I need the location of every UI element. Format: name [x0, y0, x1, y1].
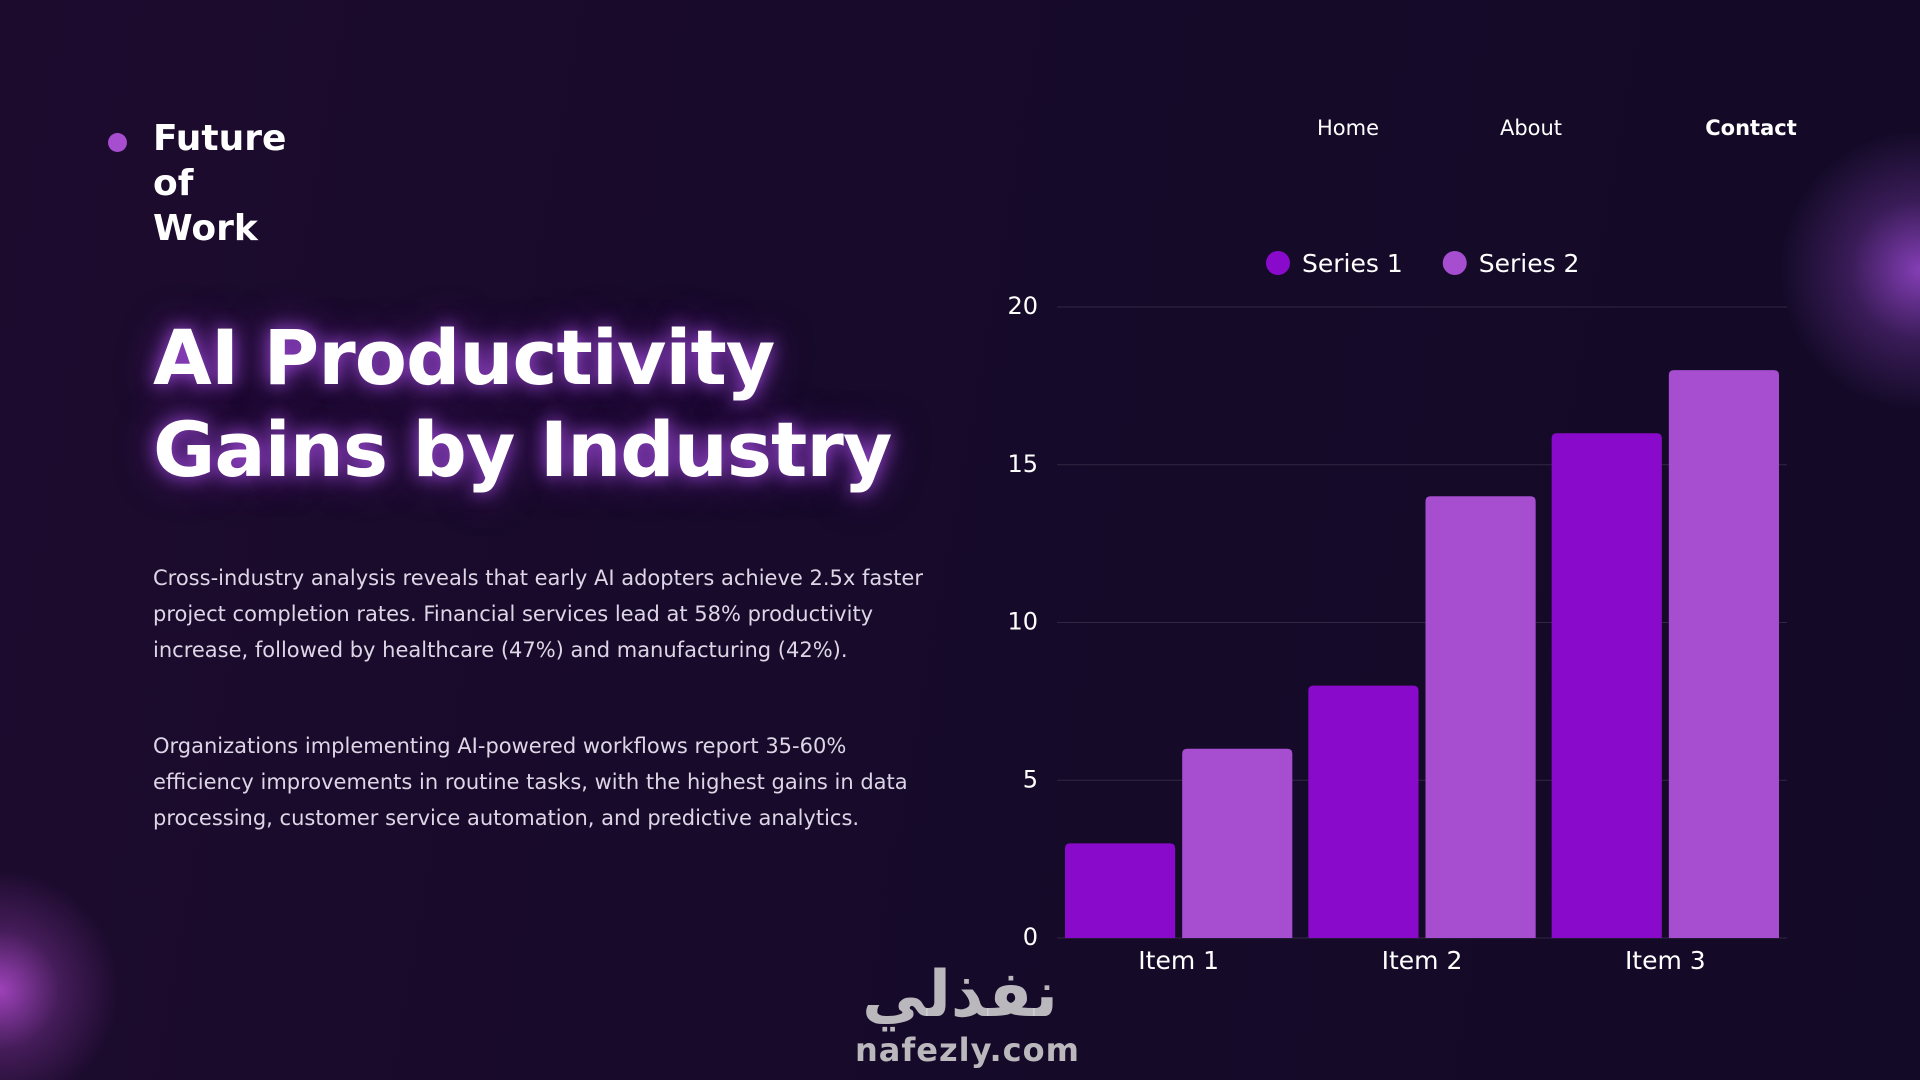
- brand: Future of Work: [153, 118, 287, 249]
- bar: [1551, 433, 1662, 938]
- brand-dot: [108, 133, 127, 152]
- nav-link[interactable]: Home: [1316, 116, 1380, 140]
- watermark: نفذلي nafezly.com: [855, 958, 1080, 1070]
- y-tick-label: 5: [1023, 765, 1038, 793]
- nav-link[interactable]: About: [1499, 116, 1563, 140]
- bar: [1425, 496, 1536, 938]
- watermark-arabic: نفذلي: [862, 958, 1058, 1032]
- y-tick-label: 15: [1007, 450, 1038, 478]
- y-tick-label: 0: [1023, 923, 1038, 951]
- bar: [1065, 843, 1176, 938]
- headline: AI Productivity Gains by Industry: [153, 313, 892, 494]
- legend-marker: [1442, 251, 1467, 275]
- x-tick-label: Item 3: [1625, 946, 1706, 975]
- legend-label: Series 1: [1302, 249, 1403, 278]
- nav-link[interactable]: Contact: [1705, 116, 1797, 140]
- y-tick-label: 10: [1007, 608, 1038, 636]
- bar: [1182, 748, 1293, 938]
- x-tick-label: Item 2: [1382, 946, 1463, 975]
- bar: [1668, 370, 1779, 939]
- watermark-latin: nafezly.com: [855, 1031, 1080, 1069]
- paragraph: Organizations implementing AI-powered wo…: [153, 734, 908, 830]
- paragraph: Cross-industry analysis reveals that ear…: [153, 566, 923, 662]
- x-tick-label: Item 1: [1138, 946, 1219, 975]
- legend-label: Series 2: [1479, 249, 1580, 278]
- bar: [1308, 685, 1419, 938]
- y-tick-label: 20: [1007, 292, 1038, 320]
- legend-marker: [1266, 251, 1290, 275]
